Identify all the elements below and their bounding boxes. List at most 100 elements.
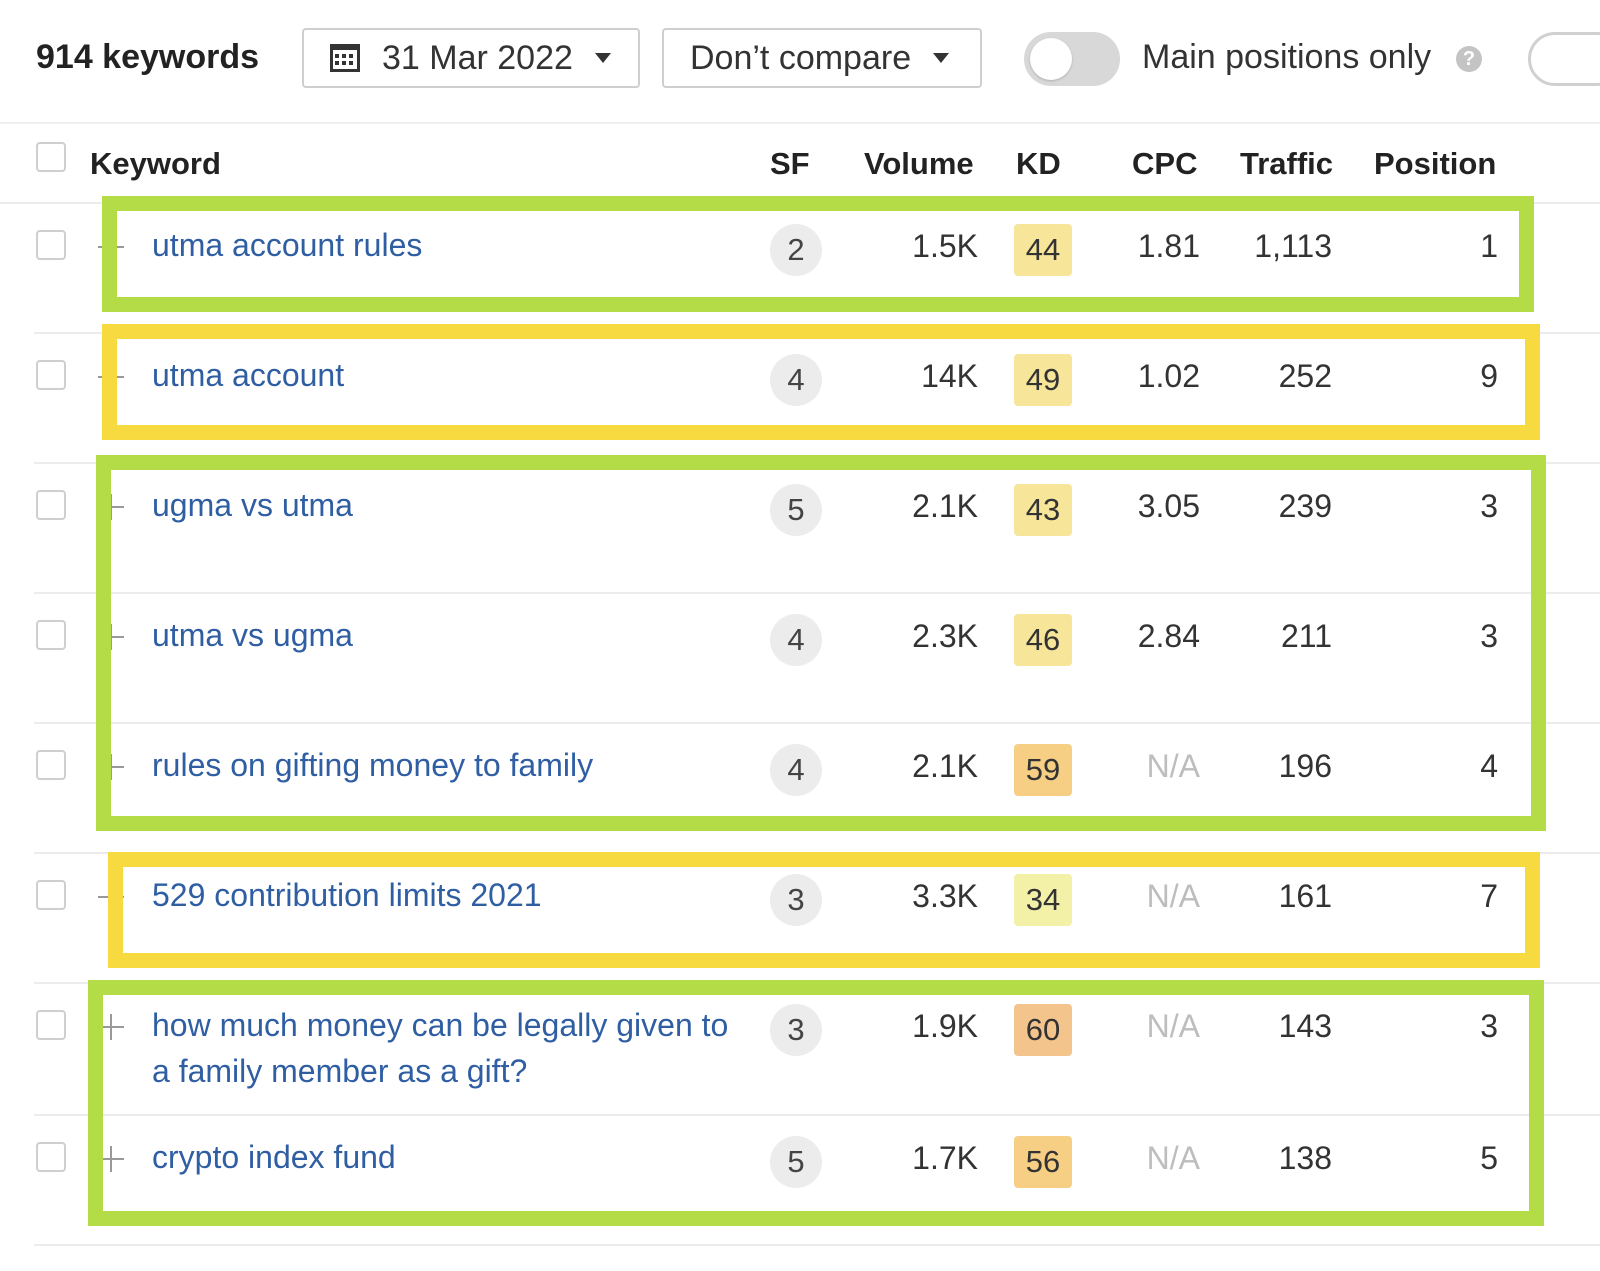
compare-dropdown[interactable]: Don’t compare [662,28,982,88]
main-positions-toggle[interactable] [1024,32,1120,86]
position-value: 3 [1480,488,1498,524]
cpc-value: 3.05 [1137,488,1200,524]
keyword-link[interactable]: ugma vs utma [152,487,353,523]
kd-badge: 44 [1014,224,1072,276]
table-row[interactable]: utma account rules 2 1.5K 44 1.81 1,113 … [34,206,1600,334]
cpc-value: 1.02 [1137,358,1200,394]
expand-plus-icon[interactable] [98,494,124,520]
secondary-toggle[interactable] [1528,32,1600,86]
volume-value: 1.9K [912,1008,978,1044]
row-checkbox[interactable] [36,490,66,520]
position-value: 3 [1480,618,1498,654]
traffic-value[interactable]: 143 [1278,1008,1332,1044]
keyword-link[interactable]: crypto index fund [152,1139,396,1175]
keyword-link[interactable]: how much money can be legally given to a… [152,1007,729,1089]
volume-value: 1.7K [912,1140,978,1176]
main-positions-label: Main positions only [1142,38,1432,76]
traffic-value[interactable]: 196 [1278,748,1332,784]
kd-badge: 46 [1014,614,1072,666]
volume-value: 14K [921,358,978,394]
table-row[interactable]: rules on gifting money to family 4 2.1K … [34,726,1600,854]
expand-plus-icon[interactable] [98,1146,124,1172]
volume-value: 2.1K [912,488,978,524]
select-all-checkbox[interactable] [36,142,66,172]
position-value: 9 [1480,358,1498,394]
sf-badge[interactable]: 4 [770,354,822,406]
collapse-minus-icon[interactable] [98,234,124,260]
sf-badge[interactable]: 4 [770,614,822,666]
sf-badge[interactable]: 4 [770,744,822,796]
kd-badge: 49 [1014,354,1072,406]
volume-value: 2.1K [912,748,978,784]
table-row[interactable]: utma account 4 14K 49 1.02 252 9 [34,336,1600,464]
keyword-link[interactable]: rules on gifting money to family [152,747,594,783]
header-keyword[interactable]: Keyword [90,146,221,181]
collapse-minus-icon[interactable] [98,364,124,390]
table-row[interactable]: utma vs ugma 4 2.3K 46 2.84 211 3 [34,596,1600,724]
table-row[interactable]: ugma vs utma 5 2.1K 43 3.05 239 3 [34,466,1600,594]
row-checkbox[interactable] [36,230,66,260]
chevron-down-icon [594,53,611,63]
expand-plus-icon[interactable] [98,1014,124,1040]
header-position[interactable]: Position [1374,146,1497,181]
position-value: 7 [1480,878,1498,914]
traffic-value[interactable]: 239 [1278,488,1332,524]
sf-badge[interactable]: 3 [770,1004,822,1056]
header-traffic[interactable]: Traffic [1240,146,1334,181]
toggle-knob [1030,38,1072,80]
kd-badge: 43 [1014,484,1072,536]
table-row[interactable]: how much money can be legally given to a… [34,986,1600,1116]
row-checkbox[interactable] [36,360,66,390]
volume-value: 1.5K [912,228,978,264]
date-dropdown[interactable]: 31 Mar 2022 [302,28,640,88]
expand-plus-icon[interactable] [98,624,124,650]
row-checkbox[interactable] [36,880,66,910]
keyword-link[interactable]: utma vs ugma [152,617,353,653]
volume-value: 2.3K [912,618,978,654]
help-icon[interactable]: ? [1456,46,1482,72]
position-value: 5 [1480,1140,1498,1176]
kd-badge: 59 [1014,744,1072,796]
kd-badge: 56 [1014,1136,1072,1188]
chevron-down-icon [933,53,950,63]
cpc-value: 2.84 [1137,618,1200,654]
sf-badge[interactable]: 2 [770,224,822,276]
compare-label: Don’t compare [690,38,912,77]
row-checkbox[interactable] [36,1142,66,1172]
header-volume[interactable]: Volume [864,146,974,181]
volume-value: 3.3K [912,878,978,914]
row-checkbox[interactable] [36,1010,66,1040]
table-header: Keyword SF Volume KD CPC Traffic Positio… [0,122,1600,204]
keyword-count: 914 keywords [36,38,260,76]
cpc-value: N/A [1146,1140,1200,1176]
traffic-value[interactable]: 1,113 [1254,228,1332,264]
keyword-link[interactable]: 529 contribution limits 2021 [152,877,542,913]
keyword-link[interactable]: utma account rules [152,227,423,263]
cpc-value: N/A [1146,1008,1200,1044]
header-cpc[interactable]: CPC [1132,146,1198,181]
traffic-value[interactable]: 252 [1278,358,1332,394]
expand-plus-icon[interactable] [98,754,124,780]
sf-badge[interactable]: 3 [770,874,822,926]
header-kd[interactable]: KD [1016,146,1061,181]
cpc-value: N/A [1146,878,1200,914]
traffic-value[interactable]: 161 [1278,878,1332,914]
row-checkbox[interactable] [36,620,66,650]
collapse-minus-icon[interactable] [98,884,124,910]
sf-badge[interactable]: 5 [770,484,822,536]
date-label: 31 Mar 2022 [382,38,573,77]
header-sf[interactable]: SF [770,146,810,181]
cpc-value: 1.81 [1137,228,1200,264]
table-row[interactable]: crypto index fund 5 1.7K 56 N/A 138 5 [34,1118,1600,1246]
calendar-icon [330,44,360,72]
table-row[interactable]: 529 contribution limits 2021 3 3.3K 34 N… [34,856,1600,984]
traffic-value[interactable]: 138 [1278,1140,1332,1176]
toolbar: 914 keywords 31 Mar 2022 Don’t compare M… [0,0,1600,124]
row-checkbox[interactable] [36,750,66,780]
position-value: 4 [1480,748,1498,784]
keyword-link[interactable]: utma account [152,357,345,393]
sf-badge[interactable]: 5 [770,1136,822,1188]
position-value: 1 [1480,228,1498,264]
kd-badge: 34 [1014,874,1072,926]
traffic-value[interactable]: 211 [1280,618,1332,654]
